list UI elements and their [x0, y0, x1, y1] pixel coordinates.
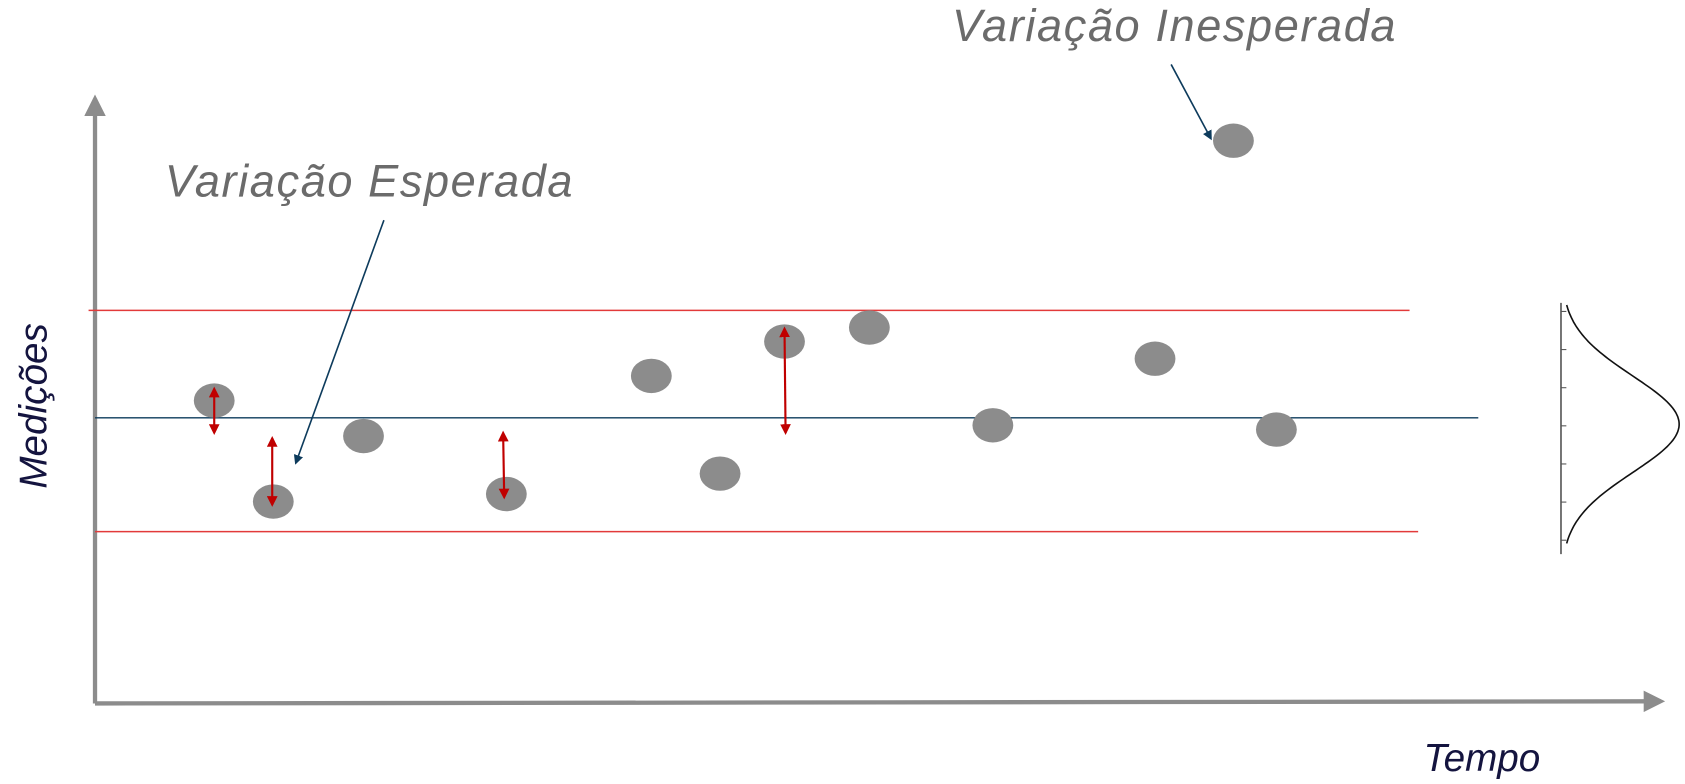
- point: [848, 310, 890, 345]
- point: [485, 476, 527, 512]
- points: [193, 123, 1297, 519]
- point: [972, 408, 1014, 443]
- unexpected-pointer: [1170, 64, 1212, 141]
- variation-arrow: [497, 430, 510, 500]
- point: [1134, 341, 1176, 376]
- unexpected-label: Variação Inesperada: [952, 0, 1397, 51]
- point: [699, 456, 741, 491]
- x-axis: [95, 690, 1666, 713]
- variation-arrows: [208, 326, 791, 507]
- y-axis-label: Medições: [13, 323, 56, 488]
- point: [343, 418, 384, 454]
- distribution-ticks: [1560, 310, 1567, 541]
- x-axis-label: Tempo: [1424, 737, 1541, 780]
- distribution-curve: [1565, 304, 1680, 544]
- point: [1213, 123, 1254, 158]
- expected-label: Variação Esperada: [165, 156, 574, 207]
- expected-pointer: [293, 219, 385, 465]
- point: [630, 358, 672, 394]
- variation-arrow: [779, 326, 791, 435]
- point: [1255, 412, 1297, 447]
